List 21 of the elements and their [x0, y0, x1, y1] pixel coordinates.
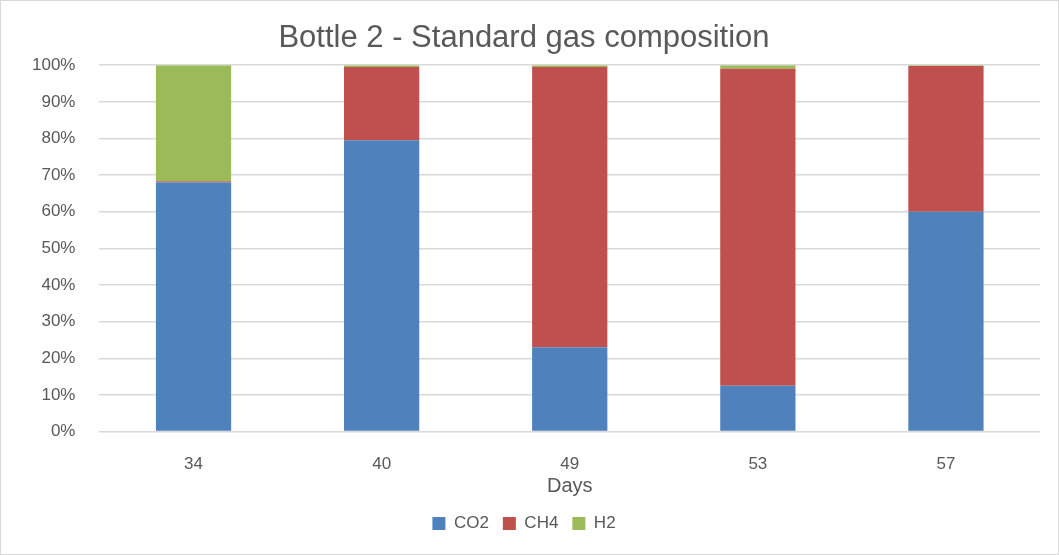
- x-tick-label: 40: [372, 454, 392, 474]
- y-tick-label: 90%: [41, 91, 76, 111]
- x-axis-title: Days: [546, 473, 593, 496]
- y-tick-label: 10%: [41, 384, 76, 404]
- legend-label: CH4: [524, 513, 559, 533]
- chart-title: Bottle 2 - Standard gas composition: [278, 19, 770, 55]
- y-tick-label: 50%: [41, 238, 76, 258]
- x-tick-label: 53: [748, 454, 768, 474]
- y-tick-label: 0%: [50, 421, 76, 441]
- legend-label: H2: [593, 513, 616, 533]
- y-tick-label: 20%: [41, 348, 76, 368]
- x-tick-label: 57: [936, 454, 956, 474]
- y-tick-label: 40%: [41, 274, 76, 294]
- y-tick-label: 70%: [41, 164, 76, 184]
- x-tick-label: 34: [184, 454, 203, 474]
- legend-label: CO2: [453, 513, 489, 533]
- y-tick-label: 80%: [41, 128, 76, 148]
- y-tick-label: 60%: [41, 201, 76, 221]
- x-tick-label: 49: [560, 454, 580, 474]
- y-tick-label: 100%: [32, 54, 76, 74]
- y-tick-label: 30%: [41, 311, 76, 331]
